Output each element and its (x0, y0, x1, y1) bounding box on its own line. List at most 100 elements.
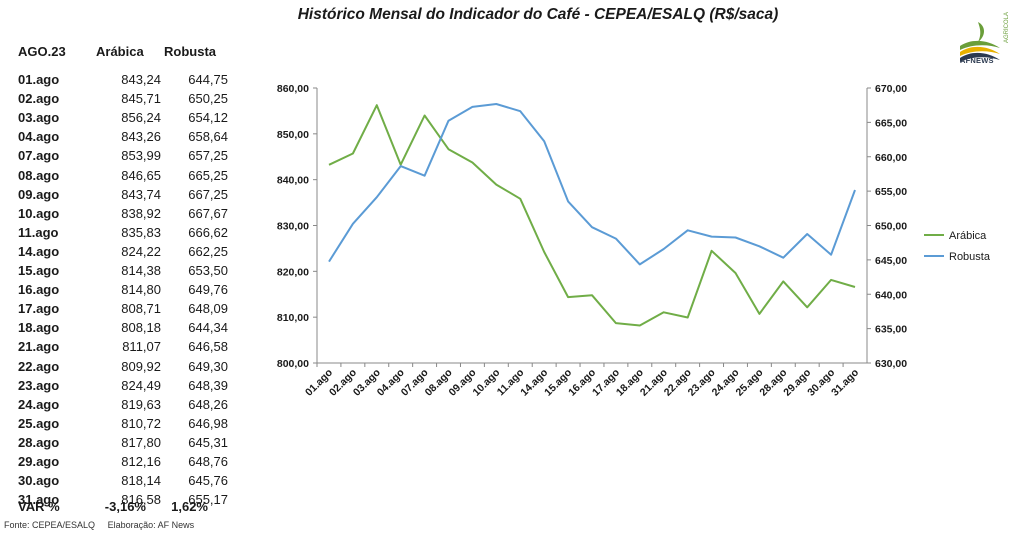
row-arabica-value: 819,63 (121, 396, 161, 412)
row-robusta-value: 662,25 (188, 243, 228, 259)
y-left-tick-label: 830,00 (277, 221, 309, 233)
row-robusta-value: 654,12 (188, 110, 228, 126)
row-arabica-value: 816,58 (121, 492, 161, 508)
row-arabica-value: 811,07 (122, 339, 161, 355)
row-date: 30.ago (18, 473, 60, 489)
row-arabica-value: 824,49 (121, 377, 161, 393)
row-robusta-value: 655,17 (188, 492, 228, 508)
footer-credit: Elaboração: AF News (107, 520, 195, 530)
table-row: 18.ago 808,18 644,34 (16, 320, 236, 340)
row-arabica-value: 845,71 (121, 91, 161, 107)
table-row: 23.ago 824,49 648,39 (16, 378, 236, 398)
y-right-tick-label: 645,00 (875, 255, 907, 267)
row-arabica-value: 824,22 (121, 243, 161, 259)
row-arabica-value: 810,72 (121, 415, 161, 431)
row-arabica-value: 846,65 (121, 167, 161, 183)
row-date: 10.ago (18, 205, 60, 221)
row-robusta-value: 649,76 (188, 282, 228, 298)
row-robusta-value: 646,58 (188, 339, 228, 355)
table-row: 01.ago 843,24 644,75 (16, 72, 236, 92)
table-row: 08.ago 846,65 665,25 (16, 168, 236, 188)
y-right-tick-label: 665,00 (875, 117, 907, 129)
row-robusta-value: 653,50 (188, 263, 228, 278)
row-robusta-value: 657,25 (188, 148, 228, 164)
y-right-tick-label: 630,00 (875, 358, 907, 370)
row-robusta-value: 648,26 (188, 396, 228, 412)
row-date: 29.ago (18, 454, 60, 469)
table-row: 21.ago 811,07 646,58 (16, 339, 236, 359)
row-date: 31.ago (18, 492, 60, 508)
row-robusta-value: 649,30 (188, 358, 228, 374)
chart-title: Histórico Mensal do Indicador do Café - … (297, 6, 779, 23)
table-row: 15.ago 814,38 653,50 (16, 263, 236, 283)
series-line-arabica (328, 104, 856, 327)
table-row: 09.ago 843,74 667,25 (16, 187, 236, 207)
table-header-arabica: Arábica (96, 44, 144, 59)
row-date: 24.ago (18, 396, 60, 412)
row-date: 25.ago (18, 415, 60, 431)
row-robusta-value: 665,25 (188, 167, 228, 183)
table-row: 02.ago 845,71 650,25 (16, 91, 236, 111)
row-date: 03.ago (18, 110, 60, 126)
y-right-tick-label: 670,00 (875, 83, 907, 95)
table-row: 29.ago 812,16 648,76 (16, 454, 236, 474)
table-header-robusta: Robusta (164, 44, 216, 59)
row-arabica-value: 843,24 (121, 72, 161, 87)
table-row: 10.ago 838,92 667,67 (16, 206, 236, 226)
table-row: 25.ago 810,72 646,98 (16, 416, 236, 436)
table-row: 03.ago 856,24 654,12 (16, 110, 236, 130)
y-right-tick-label: 640,00 (875, 289, 907, 301)
row-date: 07.ago (18, 148, 60, 164)
y-right-tick-label: 650,00 (875, 221, 907, 233)
row-date: 01.ago (18, 72, 60, 87)
row-robusta-value: 645,31 (188, 434, 228, 450)
table-row: 31.ago 816,58 655,17 (16, 492, 236, 512)
row-arabica-value: 808,71 (121, 301, 161, 317)
row-arabica-value: 843,74 (121, 186, 161, 202)
row-arabica-value: 843,26 (121, 129, 161, 145)
y-right-tick-label: 635,00 (875, 324, 907, 336)
row-arabica-value: 838,92 (121, 205, 161, 221)
table-row: 24.ago 819,63 648,26 (16, 397, 236, 417)
row-date: 21.ago (18, 339, 60, 355)
logo-subtext: AGRÍCOLA (1004, 12, 1010, 44)
row-date: 16.ago (18, 282, 60, 298)
table-row: 22.ago 809,92 649,30 (16, 359, 236, 379)
row-robusta-value: 658,64 (188, 129, 228, 145)
row-date: 08.ago (18, 167, 60, 183)
y-left-tick-label: 810,00 (277, 312, 309, 324)
table-row: 07.ago 853,99 657,25 (16, 148, 236, 168)
row-robusta-value: 648,09 (188, 301, 228, 317)
row-robusta-value: 650,25 (188, 91, 228, 107)
row-arabica-value: 856,24 (121, 110, 161, 126)
y-left-tick-label: 840,00 (277, 175, 309, 187)
table-row: 04.ago 843,26 658,64 (16, 129, 236, 149)
logo-text: AFNEWS (960, 56, 994, 65)
row-date: 11.ago (18, 224, 59, 240)
table-row: 11.ago 835,83 666,62 (16, 225, 236, 245)
row-date: 04.ago (18, 129, 60, 145)
table-row: 28.ago 817,80 645,31 (16, 435, 236, 455)
row-robusta-value: 644,75 (188, 72, 228, 87)
afnews-logo-icon (960, 22, 1000, 62)
row-date: 17.ago (18, 301, 60, 317)
table-row: 30.ago 818,14 645,76 (16, 473, 236, 493)
y-left-tick-label: 860,00 (277, 83, 309, 95)
row-robusta-value: 666,62 (188, 224, 228, 240)
row-date: 02.ago (18, 91, 60, 107)
table-row: 17.ago 808,71 648,09 (16, 301, 236, 321)
legend-label-robusta: Robusta (949, 251, 991, 263)
row-date: 15.ago (18, 263, 60, 278)
row-date: 09.ago (18, 186, 60, 202)
row-date: 23.ago (18, 377, 60, 393)
row-arabica-value: 812,16 (121, 454, 161, 469)
y-left-tick-label: 800,00 (277, 358, 309, 370)
row-robusta-value: 648,76 (188, 454, 228, 469)
footer: Fonte: CEPEA/ESALQ Elaboração: AF News (4, 520, 204, 530)
table-header-period: AGO.23 (18, 44, 66, 59)
line-chart: 800,00 810,00 820,00 830,00 840,00 850,00 860,… (277, 83, 991, 399)
variation-robusta: 1,62% (171, 499, 208, 514)
row-arabica-value: 814,80 (121, 282, 161, 298)
row-robusta-value: 648,39 (188, 377, 228, 393)
row-arabica-value: 853,99 (121, 148, 161, 164)
